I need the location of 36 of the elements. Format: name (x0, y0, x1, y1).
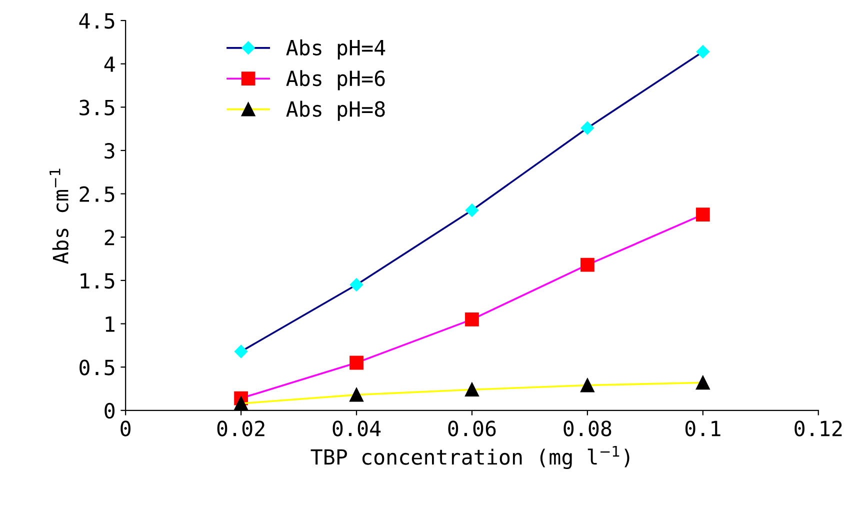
y-tick-label: 4 (104, 56, 115, 72)
point (350, 388, 364, 402)
y-tick-label: 3.5 (80, 100, 114, 116)
y-tick-label: 2 (104, 230, 114, 246)
y-tick-label: 3 (104, 142, 114, 159)
y-tick-label: 1.5 (80, 273, 114, 289)
point (696, 376, 710, 390)
point (696, 208, 710, 222)
x-tick-label: 0 (120, 420, 130, 436)
y-tick-label: 1 (106, 316, 114, 332)
y-tick-label: 0 (104, 402, 114, 419)
x-tick-label: 0.02 (217, 420, 264, 436)
x-tick-label: 0.08 (564, 420, 612, 436)
x-tick-label: 0.1 (685, 420, 720, 436)
x-axis-title: TBP concentration (mg l$^{−1}$) (310, 446, 630, 470)
point (350, 356, 364, 370)
point (580, 258, 594, 272)
point (580, 121, 594, 135)
legend-label: Abs pH=4 (286, 39, 386, 60)
y-axis-title: Abs cm$^{−1}$ (50, 168, 68, 264)
point (465, 382, 479, 397)
x-tick-label: 0.12 (794, 420, 842, 436)
x-tick-label: 0.04 (332, 420, 381, 436)
point (465, 204, 479, 217)
point (234, 396, 248, 410)
y-tick-label: 2.5 (80, 186, 114, 202)
point (234, 344, 248, 358)
point (465, 312, 479, 326)
y-tick-label: 4.5 (79, 13, 114, 29)
point (580, 378, 594, 392)
legend-label: Abs pH=6 (286, 70, 385, 90)
y-tick-label: 0.5 (80, 360, 114, 376)
x-tick-label: 0.06 (448, 420, 496, 436)
point (350, 278, 364, 292)
legend-label: Abs pH=8 (286, 100, 385, 121)
point (696, 45, 710, 58)
